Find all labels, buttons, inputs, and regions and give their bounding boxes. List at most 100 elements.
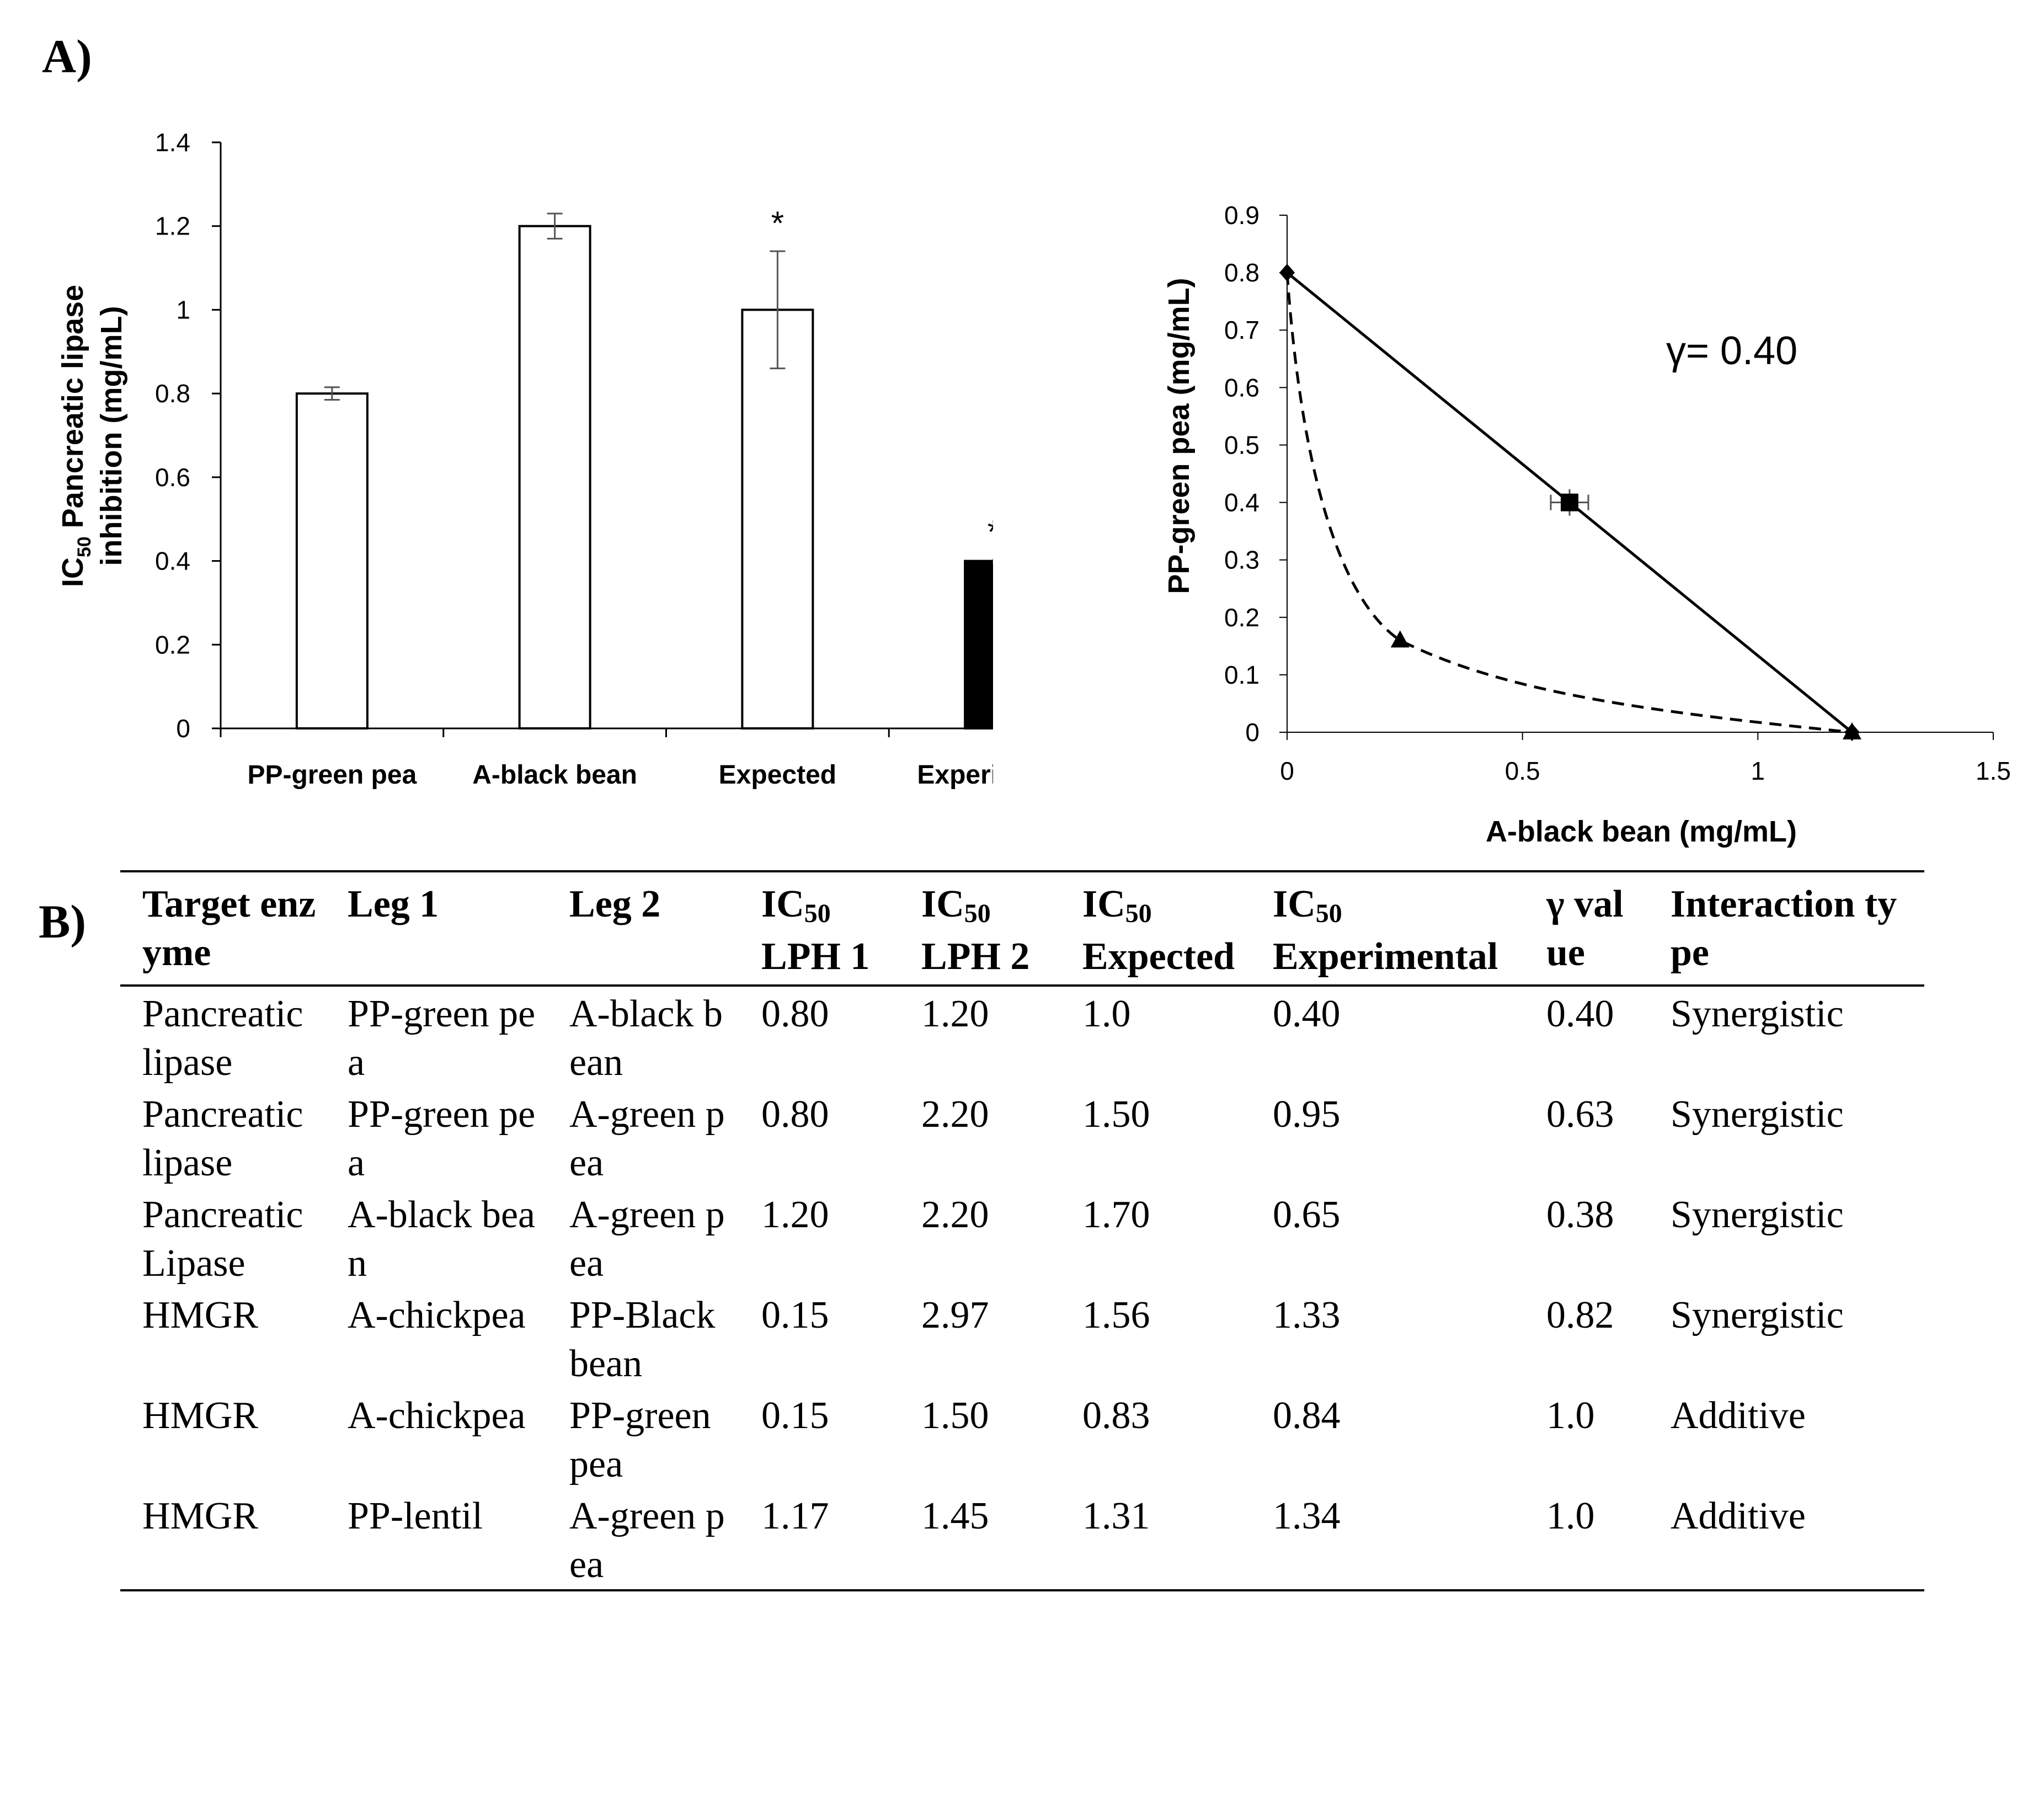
table-cell: 2.20: [921, 1194, 989, 1236]
header-leg2: Leg 2: [569, 883, 661, 925]
table-row: HMGR PP-lentil A-green pea 1.17 1.45 1.31 1.34…: [120, 1489, 1924, 1590]
table-cell: A-black bean: [569, 993, 723, 1084]
table-row: Pancreatic lipase PP-green pea A-green pea…: [120, 1087, 1924, 1187]
iso-y-tick-label: 0.5: [1224, 430, 1260, 459]
header-ic-rest: Expected: [1082, 935, 1235, 978]
table-cell: A-black bean: [348, 1194, 536, 1285]
iso-x-tick-label: 1.5: [1976, 757, 2011, 785]
bar-chart: IC50 Pancreatic lipase inhibition (mg/mL…: [56, 128, 993, 790]
header-gamma-value: γ value: [1546, 883, 1624, 974]
table-cell: Synergistic: [1671, 1093, 1844, 1136]
bar-y-tick-label: 0.4: [155, 547, 190, 576]
table-cell: 0.40: [1546, 993, 1614, 1035]
table-cell: 0.38: [1546, 1194, 1614, 1236]
bar-y-axis-label-sub: 50: [74, 536, 95, 557]
table-cell: 1.17: [761, 1495, 829, 1537]
table-row: HMGR A-chickpea PP-green pea 0.15 1.50 0.83 0.…: [120, 1388, 1924, 1489]
header-ic-rest: LPH 2: [921, 935, 1030, 978]
bar: [964, 560, 993, 729]
table-cell: PP-green pea: [569, 1394, 711, 1485]
iso-y-tick-label: 0.3: [1224, 546, 1260, 574]
table-cell: Synergistic: [1671, 1294, 1844, 1336]
table-cell: 1.50: [921, 1394, 989, 1437]
bar-category-label: A-black bean: [472, 760, 637, 790]
bar: [518, 225, 591, 729]
significance-annotation: *: [771, 205, 784, 242]
table-cell: PP-green pea: [348, 1093, 536, 1184]
table-cell: Pancreatic lipase: [142, 1093, 303, 1184]
table-cell: 1.0: [1546, 1495, 1595, 1537]
iso-x-tick-label: 0.5: [1505, 757, 1540, 785]
iso-y-tick-label: 0.7: [1224, 316, 1260, 344]
table-cell: 1.70: [1082, 1194, 1150, 1236]
iso-x-tick-label: 0: [1280, 757, 1294, 785]
table-cell: A-green pea: [569, 1495, 725, 1586]
iso-y-tick-label: 0.2: [1224, 603, 1260, 632]
significance-annotation: **: [988, 513, 993, 550]
table-cell: 0.95: [1273, 1093, 1341, 1136]
table-row: Pancreatic lipase PP-green pea A-black bea…: [120, 986, 1924, 1087]
table-cell: Pancreatic lipase: [142, 993, 303, 1084]
table-cell: HMGR: [142, 1495, 259, 1537]
diamond-marker: [1279, 264, 1295, 282]
bar: [295, 392, 369, 729]
table-cell: HMGR: [142, 1394, 259, 1437]
table-cell: PP-green pea: [348, 993, 536, 1084]
header-target-enzyme: Target enzyme: [142, 883, 316, 974]
experimental-triangle-marker: [1843, 722, 1861, 739]
iso-x-axis-label: A-black bean (mg/mL): [1486, 815, 1797, 848]
bar-y-tick-label: 1.2: [155, 212, 190, 241]
iso-x-tick-label: 1: [1751, 757, 1765, 785]
table-cell: 0.84: [1273, 1394, 1341, 1437]
table-cell: 0.82: [1546, 1294, 1614, 1336]
table-row: Pancreatic Lipase A-black bean A-green pea…: [120, 1187, 1924, 1288]
header-ic-sub: 50: [964, 899, 991, 928]
bar-y-tick-label: 1: [176, 295, 190, 324]
header-ic-rest: Experimental: [1273, 935, 1498, 978]
table-cell: PP-lentil: [348, 1495, 483, 1537]
table-cell: 1.56: [1082, 1294, 1150, 1336]
iso-y-tick-label: 0.6: [1224, 373, 1260, 402]
header-leg1: Leg 1: [348, 883, 439, 925]
iso-y-tick-label: 0.4: [1224, 488, 1260, 517]
iso-y-tick-label: 0: [1245, 718, 1260, 747]
header-ic-prefix: IC: [921, 883, 964, 925]
expected-square-marker: [1561, 493, 1578, 512]
bar-y-tick-label: 0.2: [155, 630, 190, 659]
bar-y-tick-label: 1.4: [155, 128, 190, 157]
header-ic-prefix: IC: [1082, 883, 1125, 925]
panel-b-label: B): [39, 895, 86, 948]
bar-y-axis-label-prefix: IC: [56, 557, 89, 587]
isobologram-chart: γ= 0.40 A-black bean (mg/mL) PP-green pe…: [1162, 201, 2011, 848]
header-ic50-lph2: IC50 LPH 2: [899, 871, 1060, 986]
header-ic-sub: 50: [1125, 899, 1152, 928]
header-ic-sub: 50: [804, 899, 831, 928]
bar-category-label: Expected: [719, 760, 836, 790]
table-cell: A-green pea: [569, 1093, 725, 1184]
table-cell: 1.34: [1273, 1495, 1341, 1537]
table-cell: 0.65: [1273, 1194, 1341, 1236]
table-cell: 0.80: [761, 993, 829, 1035]
iso-y-tick-label: 0.1: [1224, 661, 1260, 689]
table-cell: 2.97: [921, 1294, 989, 1336]
table-cell: 1.20: [761, 1194, 829, 1236]
experimental-triangle-marker: [1390, 630, 1410, 648]
header-ic-rest: LPH 1: [761, 935, 870, 978]
header-ic-prefix: IC: [1273, 883, 1316, 925]
table-cell: 0.83: [1082, 1394, 1150, 1437]
table-cell: Pancreatic Lipase: [142, 1194, 303, 1285]
table-cell: 1.0: [1546, 1394, 1595, 1437]
bar-y-axis-label: IC50 Pancreatic lipase inhibition (mg/mL…: [56, 285, 128, 587]
table-cell: 0.15: [761, 1394, 829, 1437]
iso-y-tick-label: 0.9: [1224, 201, 1260, 230]
table-cell: 0.80: [761, 1093, 829, 1136]
svg-text:IC50 Pancreatic lipase: IC50 Pancreatic lipase: [56, 285, 95, 587]
iso-y-axis-label: PP-green pea (mg/mL): [1162, 278, 1196, 594]
table-cell: A-green pea: [569, 1194, 725, 1285]
table-cell: 1.0: [1082, 993, 1131, 1035]
table-cell: HMGR: [142, 1294, 259, 1336]
bar-category-label: Experimental: [917, 760, 993, 790]
header-ic-sub: 50: [1315, 899, 1342, 928]
table-cell: 1.33: [1273, 1294, 1341, 1336]
bar-y-tick-label: 0: [176, 714, 190, 743]
